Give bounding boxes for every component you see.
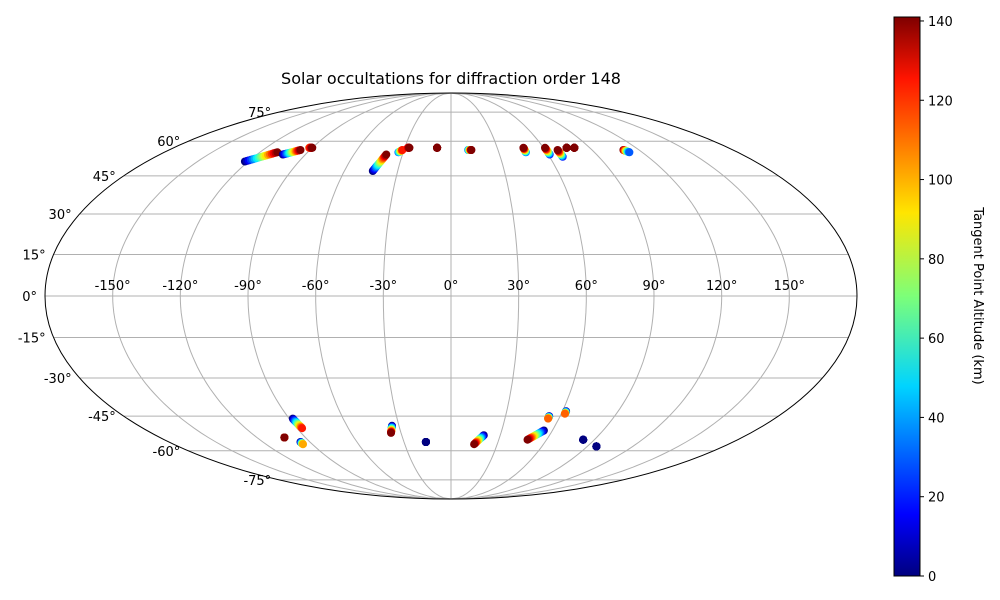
occultation-point — [467, 146, 476, 154]
occultation-point — [470, 440, 479, 449]
longitude-tick-label: 0° — [444, 279, 459, 294]
colorbar-gradient — [893, 16, 921, 577]
latitude-tick-label: -45° — [88, 410, 116, 425]
colorbar-tick-label: 0 — [928, 570, 936, 585]
longitude-tick-label: 150° — [774, 279, 805, 294]
longitude-tick-label: 120° — [706, 279, 737, 294]
latitude-tick-label: -60° — [153, 445, 181, 460]
latitude-tick-label: 15° — [23, 248, 46, 263]
colorbar: 0 20 40 60 80 100 120 140 Tangent Point Altitud… — [893, 15, 985, 585]
colorbar-tick-label: 60 — [928, 332, 945, 347]
occultation-point — [387, 428, 395, 437]
colorbar-ticks: 0 20 40 60 80 100 120 140 — [920, 15, 953, 585]
occultation-point — [433, 143, 442, 152]
colorbar-tick-label: 80 — [928, 253, 945, 268]
latitude-tick-labels: 75° 60° 45° 30° 15° 0° -15° -30° -45° -60° -75° — [18, 106, 271, 489]
longitude-tick-label: -120° — [162, 279, 198, 294]
occultation-point — [562, 143, 571, 152]
chart-title: Solar occultations for diffraction order… — [281, 69, 621, 88]
occultation-point — [308, 143, 317, 152]
graticule — [45, 93, 857, 499]
map-boundary — [44, 92, 858, 500]
occultation-points — [240, 143, 634, 451]
occultation-point — [541, 143, 549, 152]
occultation-point — [579, 435, 588, 444]
longitude-tick-label: -150° — [95, 279, 131, 294]
occultation-point — [553, 146, 562, 154]
longitude-tick-label: -30° — [369, 279, 397, 294]
longitude-tick-label: -90° — [234, 279, 262, 294]
latitude-tick-label: -30° — [44, 372, 72, 387]
latitude-tick-label: 75° — [248, 106, 271, 121]
colorbar-tick-label: 20 — [928, 491, 945, 506]
latitude-tick-label: -75° — [243, 474, 271, 489]
occultation-point — [280, 433, 289, 442]
colorbar-tick-label: 40 — [928, 411, 945, 426]
occultation-point — [519, 143, 528, 152]
latitude-tick-label: 30° — [49, 208, 72, 223]
longitude-tick-label: 30° — [507, 279, 530, 294]
occultation-point — [296, 146, 305, 154]
latitude-tick-label: -15° — [18, 332, 46, 347]
longitude-tick-labels: -150° -120° -90° -60° -30° 0° 30° 60° 90° 120° 150… — [95, 279, 805, 294]
latitude-tick-label: 0° — [22, 290, 37, 305]
colorbar-tick-label: 100 — [928, 174, 953, 189]
latitude-tick-label: 45° — [93, 170, 116, 185]
occultation-point — [523, 435, 532, 444]
latitude-tick-label: 60° — [157, 135, 180, 150]
occultation-point — [560, 409, 569, 418]
colorbar-label: Tangent Point Altitude (km) — [970, 206, 985, 384]
occultation-point — [382, 150, 391, 159]
occultation-point — [570, 143, 579, 152]
occultation-point — [298, 424, 307, 433]
occultation-point — [405, 143, 414, 152]
colorbar-tick-label: 120 — [928, 94, 953, 109]
occultation-point — [544, 414, 553, 423]
occultation-point — [299, 440, 307, 449]
longitude-tick-label: -60° — [302, 279, 330, 294]
longitude-tick-label: 60° — [575, 279, 598, 294]
occultation-point — [592, 442, 601, 451]
longitude-tick-label: 90° — [642, 279, 665, 294]
occultation-point — [625, 148, 634, 157]
occultation-point — [421, 438, 430, 446]
colorbar-tick-label: 140 — [928, 15, 953, 30]
